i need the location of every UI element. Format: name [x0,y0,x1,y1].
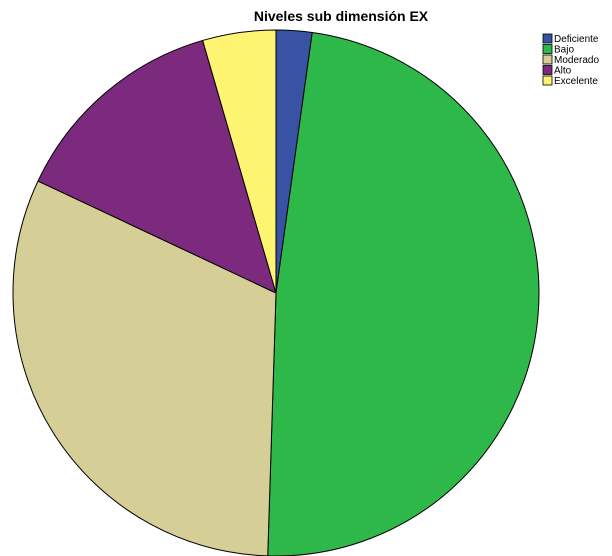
legend-item-moderado: Moderado [542,54,599,66]
pie-slice-bajo [267,32,540,556]
legend-item-bajo: Bajo [542,44,574,56]
legend-label: Moderado [554,55,599,66]
pie-slice-excelente [202,29,277,294]
legend-swatch-excelente [542,75,553,86]
legend-item-alto: Alto [542,65,572,77]
pie-slices [12,29,540,556]
legend-swatch-alto [542,65,553,75]
legend-swatch-bajo [542,44,553,54]
legend-swatch-moderado [542,54,553,65]
pie-slice-alto [37,39,277,294]
legend-label: Deficiente [554,34,599,45]
legend-label: Excelente [554,76,598,87]
chart-title: Niveles sub dimensión EX [254,8,429,24]
legend-item-deficiente: Deficiente [542,33,599,45]
legend-item-excelente: Excelente [542,75,598,87]
legend-swatch-deficiente [542,33,553,44]
pie-slice-moderado [12,180,277,556]
legend-label: Alto [554,66,572,77]
legend-label: Bajo [554,45,574,56]
